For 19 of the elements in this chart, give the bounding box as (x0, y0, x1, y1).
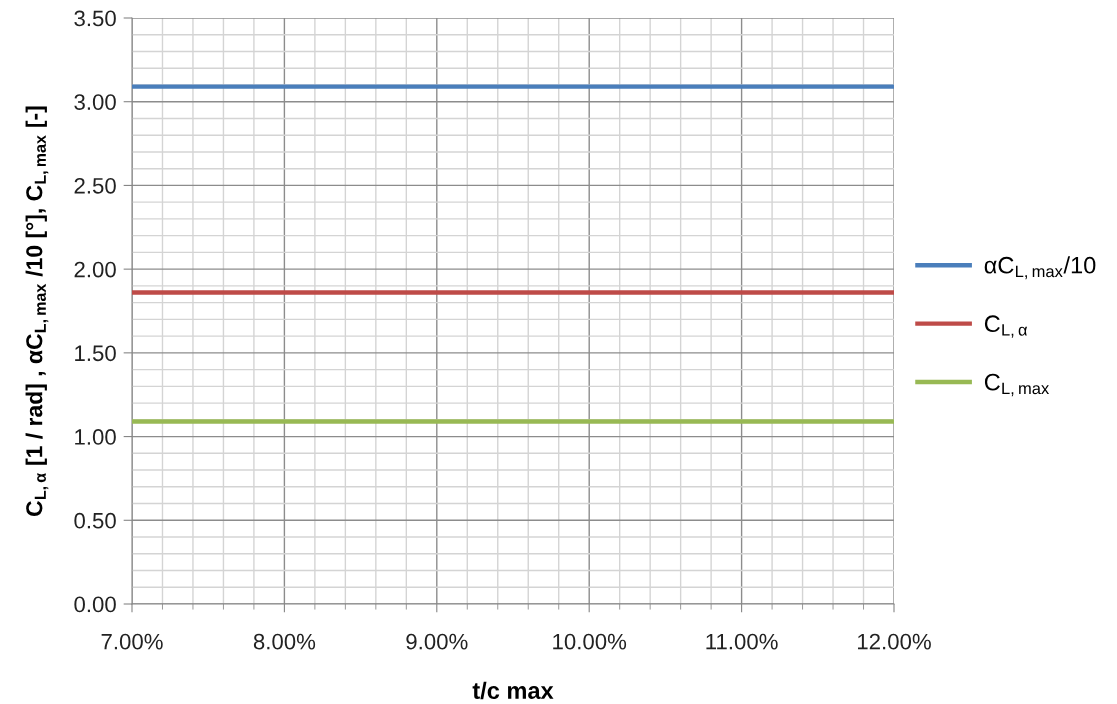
legend-label: C$_{L,α}$ (984, 315, 1028, 338)
y-tick-label: 3.00 (74, 94, 116, 110)
y-tick-label: 0.00 (74, 596, 116, 613)
y-tick-label: 3.50 (74, 10, 116, 27)
y-tick-label: 1.50 (75, 345, 116, 362)
x-tick-label: 12.00% (858, 633, 931, 650)
y-tick-label: 2.00 (74, 261, 116, 278)
y-tick-label: 2.50 (74, 177, 116, 194)
x-tick-label: 9.00% (406, 633, 468, 650)
x-tick-label: 8.00% (253, 633, 316, 650)
y-tick-label: 0.50 (74, 512, 116, 529)
x-tick-label: 7.00% (101, 633, 163, 650)
legend-label: C$_{L,max}$ (984, 373, 1050, 397)
x-tick-label: 10.00% (553, 633, 627, 650)
x-axis-title: t/c max (472, 681, 554, 700)
legend-label: αC$_{L,max}$/10 (984, 256, 1096, 280)
x-tick-label: 11.00% (706, 633, 778, 650)
y-axis-title: C$_{L,α}$ [1 / rad] , αC$_{L,max}$ /10 [°], C$_{L,max}$ [-] (25, 106, 49, 516)
y-tick-label: 1.00 (75, 429, 116, 445)
